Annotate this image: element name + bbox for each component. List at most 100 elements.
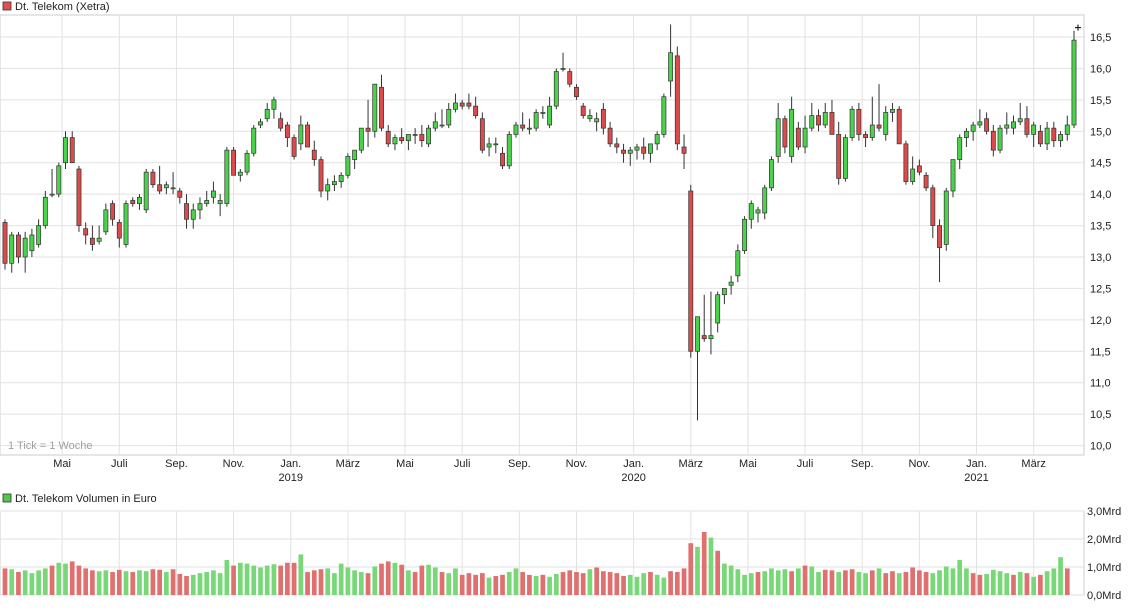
- candle-body: [22, 237, 28, 258]
- candle-body: [1044, 127, 1050, 145]
- candle: [1037, 125, 1043, 147]
- candle-body: [547, 105, 553, 126]
- candle-body: [513, 124, 519, 135]
- candle: [782, 115, 788, 154]
- candle: [163, 181, 169, 195]
- candle-body: [728, 281, 734, 286]
- volume-bar: [332, 573, 337, 595]
- volume-bar: [950, 568, 956, 595]
- volume-bar: [278, 565, 284, 595]
- volume-bar: [466, 573, 472, 595]
- candle: [762, 184, 768, 220]
- candle: [426, 125, 432, 147]
- candle: [708, 291, 714, 355]
- candle: [674, 46, 680, 151]
- candle: [506, 131, 512, 169]
- volume-bar: [1031, 576, 1037, 595]
- candle-body: [150, 171, 156, 186]
- candle-body: [358, 127, 364, 151]
- candle: [365, 99, 371, 147]
- candle-body: [869, 124, 875, 138]
- volume-bar: [607, 572, 613, 595]
- tick-annotation: 1 Tick = 1 Woche: [8, 440, 92, 452]
- candle-body: [49, 193, 55, 196]
- volume-bar: [990, 569, 996, 595]
- volume-bar: [406, 570, 411, 595]
- candle: [963, 128, 969, 147]
- candle: [486, 137, 492, 157]
- candle: [634, 143, 640, 160]
- price-chart-title: Dt. Telekom (Xetra): [15, 1, 110, 13]
- volume-bar: [594, 567, 600, 595]
- x-month-label: Sep.: [508, 458, 531, 470]
- volume-bar: [930, 573, 936, 595]
- price-y-tick-label: 16,0: [1090, 63, 1111, 75]
- volume-bar: [574, 572, 579, 595]
- volume-bar: [305, 572, 310, 595]
- candle-body: [607, 127, 613, 145]
- candle: [553, 68, 559, 110]
- volume-bar: [876, 568, 882, 595]
- candle-body: [130, 200, 136, 204]
- volume-bar: [674, 572, 680, 595]
- candle-body: [9, 234, 15, 264]
- candle: [473, 96, 479, 119]
- volume-bar: [540, 574, 546, 595]
- candle-body: [258, 121, 263, 126]
- candle: [76, 165, 82, 232]
- candle: [1064, 115, 1070, 141]
- candle-body: [540, 112, 546, 114]
- volume-bar: [937, 570, 942, 595]
- candle: [89, 225, 95, 251]
- candle: [258, 118, 263, 129]
- candle: [150, 169, 156, 188]
- price-y-tick-label: 12,5: [1090, 283, 1111, 295]
- candle: [957, 134, 963, 169]
- x-month-label: Jan.: [280, 458, 301, 470]
- candle-body: [278, 118, 284, 129]
- volume-bar: [419, 565, 425, 595]
- volume-bar: [553, 574, 559, 595]
- candle: [500, 147, 505, 169]
- volume-bar: [728, 565, 734, 595]
- candle: [298, 115, 304, 151]
- candle: [170, 172, 176, 195]
- candle-body: [1031, 124, 1037, 135]
- volume-bar: [372, 566, 378, 595]
- candle: [184, 194, 189, 229]
- volume-bar: [190, 574, 196, 595]
- x-axis-labels: Mai Juli Sep. Nov. Jan. März Mai Juli Sep. Nov. Ja…: [53, 458, 1046, 484]
- volume-bar: [42, 568, 48, 595]
- candle-body: [937, 225, 942, 248]
- x-month-label: Jan.: [966, 458, 987, 470]
- candle: [493, 137, 499, 154]
- candle-body: [916, 165, 922, 173]
- candle: [217, 194, 223, 217]
- candle: [849, 106, 855, 141]
- candle-body: [251, 127, 257, 154]
- candle: [896, 106, 902, 145]
- volume-bar: [298, 554, 304, 595]
- candle-body: [76, 168, 82, 226]
- volume-bar: [648, 572, 653, 595]
- candle-body: [184, 203, 189, 220]
- volume-bar: [917, 570, 922, 595]
- candle: [325, 178, 331, 201]
- candle-body: [1017, 118, 1023, 123]
- volume-bar: [849, 569, 855, 595]
- candle: [204, 191, 210, 207]
- candle: [742, 216, 747, 254]
- candle: [997, 125, 1003, 154]
- volume-bar: [903, 572, 909, 595]
- candle: [271, 96, 277, 119]
- candle: [379, 74, 384, 132]
- volume-bar: [654, 574, 660, 595]
- candle-body: [63, 137, 68, 164]
- volume-bar: [291, 562, 297, 595]
- price-y-tick-label: 10,5: [1090, 409, 1111, 421]
- volume-bar: [587, 569, 593, 595]
- candle-body: [923, 174, 929, 189]
- volume-bar: [96, 571, 102, 595]
- candle-body: [890, 108, 895, 113]
